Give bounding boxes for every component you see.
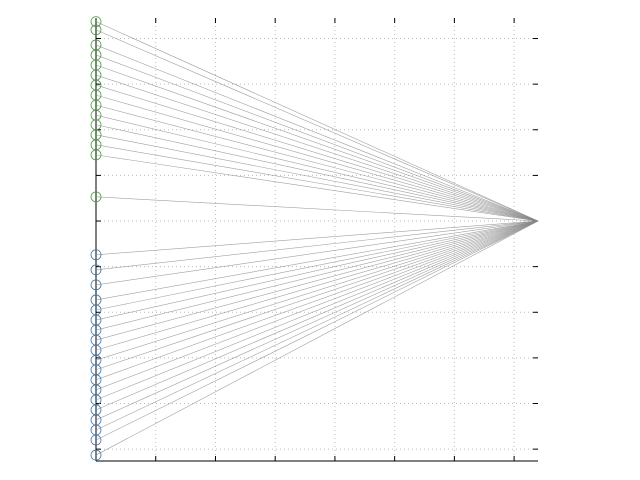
marker	[90, 279, 102, 291]
marker	[90, 434, 102, 446]
marker	[90, 249, 102, 261]
line	[95, 220, 539, 431]
line	[95, 220, 539, 331]
line	[95, 220, 539, 361]
line	[95, 220, 539, 351]
marker	[90, 191, 102, 203]
line	[95, 94, 539, 222]
line	[95, 220, 539, 341]
line	[95, 220, 539, 391]
line	[95, 134, 539, 222]
line	[95, 220, 539, 286]
line	[95, 196, 539, 222]
marker	[90, 109, 102, 121]
marker	[90, 449, 102, 461]
line	[95, 124, 539, 222]
line	[95, 220, 539, 421]
line	[95, 220, 539, 371]
line	[95, 220, 539, 271]
line	[95, 220, 539, 256]
line	[95, 44, 539, 222]
line	[95, 84, 539, 222]
line	[95, 104, 539, 222]
marker	[90, 354, 102, 366]
line	[95, 114, 539, 222]
line	[95, 144, 539, 222]
line	[95, 64, 539, 222]
line	[95, 220, 539, 456]
line	[95, 220, 539, 411]
line	[95, 29, 539, 222]
line	[95, 21, 539, 222]
line	[95, 220, 539, 401]
line	[95, 220, 539, 381]
marker	[90, 24, 102, 36]
line	[95, 54, 539, 222]
line	[95, 220, 539, 311]
line	[95, 74, 539, 222]
marker	[90, 149, 102, 161]
line	[95, 220, 539, 441]
marker	[90, 264, 102, 276]
line	[95, 220, 539, 321]
line	[95, 154, 539, 222]
line	[95, 220, 539, 301]
marker	[90, 16, 102, 28]
